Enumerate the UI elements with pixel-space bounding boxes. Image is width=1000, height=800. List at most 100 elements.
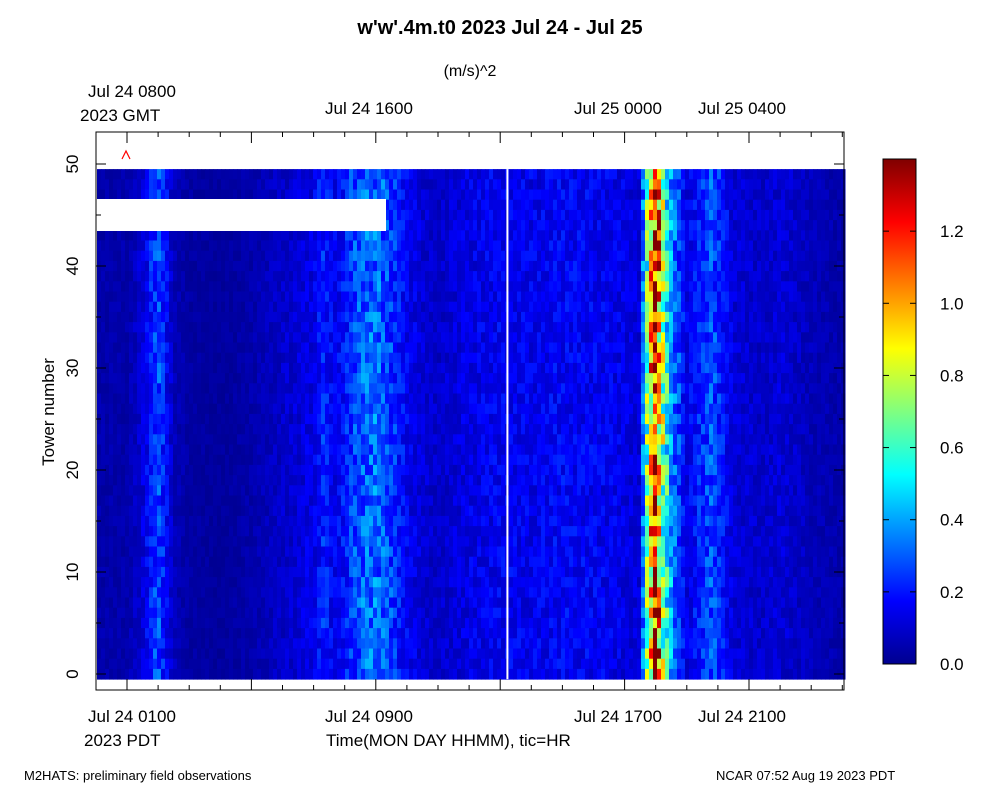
heatmap-cell — [101, 628, 106, 639]
heatmap-cell — [393, 515, 398, 527]
heatmap-cell — [397, 179, 402, 190]
heatmap-cell — [417, 566, 422, 578]
heatmap-cell — [477, 668, 482, 680]
heatmap-cell — [365, 169, 370, 180]
heatmap-cell — [157, 668, 162, 680]
heatmap-cell — [165, 638, 170, 649]
heatmap-cell — [377, 352, 382, 364]
heatmap-cell — [469, 577, 474, 588]
heatmap-cell — [445, 485, 450, 496]
heatmap-cell — [469, 209, 474, 221]
heatmap-cell — [417, 209, 422, 221]
heatmap-cell — [213, 597, 218, 609]
heatmap-cell — [257, 271, 262, 282]
heatmap-cell — [441, 362, 446, 374]
heatmap-cell — [161, 485, 166, 496]
heatmap-cell — [477, 587, 482, 598]
heatmap-cell — [137, 566, 142, 578]
heatmap-cell — [185, 454, 190, 466]
heatmap-cell — [337, 475, 342, 486]
heatmap-cell — [449, 577, 454, 588]
heatmap-cell — [457, 434, 462, 445]
heatmap-cell — [113, 189, 118, 201]
heatmap-cell — [413, 658, 418, 670]
heatmap-cell — [329, 403, 334, 415]
heatmap-cell — [165, 291, 170, 303]
heatmap-cell — [301, 403, 306, 415]
heatmap-cell — [301, 668, 306, 680]
heatmap-cell — [261, 189, 266, 201]
heatmap-cell — [217, 189, 222, 201]
heatmap-cell — [285, 546, 290, 558]
heatmap-cell — [417, 658, 422, 670]
heatmap-cell — [321, 189, 326, 201]
heatmap-cell — [353, 169, 358, 180]
heatmap-cell — [185, 260, 190, 272]
heatmap-cell — [361, 271, 366, 282]
heatmap-cell — [381, 597, 386, 609]
heatmap-cell — [401, 668, 406, 680]
heatmap-cell — [309, 413, 314, 425]
heatmap-cell — [493, 383, 498, 394]
heatmap-cell — [305, 342, 310, 354]
heatmap-cell — [113, 250, 118, 262]
heatmap-cell — [353, 281, 358, 292]
heatmap-cell — [469, 271, 474, 282]
heatmap-cell — [345, 271, 350, 282]
heatmap-cell — [273, 587, 278, 598]
heatmap-cell — [365, 546, 370, 558]
heatmap-cell — [237, 322, 242, 333]
heatmap-cell — [253, 393, 258, 405]
heatmap-cell — [289, 658, 294, 670]
heatmap-cell — [433, 648, 438, 660]
heatmap-cell — [249, 607, 254, 619]
heatmap-cell — [109, 332, 114, 343]
heatmap-cell — [401, 291, 406, 303]
heatmap-cell — [405, 668, 410, 680]
heatmap-cell — [109, 240, 114, 252]
heatmap-cell — [453, 638, 458, 649]
heatmap-cell — [165, 362, 170, 374]
heatmap-cell — [129, 536, 134, 547]
heatmap-cell — [233, 332, 238, 343]
heatmap-cell — [225, 393, 230, 405]
heatmap-cell — [145, 515, 150, 527]
heatmap-cell — [361, 444, 366, 456]
heatmap-cell — [165, 301, 170, 313]
heatmap-cell — [313, 546, 318, 558]
heatmap-cell — [241, 342, 246, 354]
heatmap-cell — [409, 169, 414, 180]
heatmap-cell — [457, 403, 462, 415]
heatmap-cell — [185, 373, 190, 384]
heatmap-cell — [437, 383, 442, 394]
heatmap-cell — [169, 607, 174, 619]
heatmap-cell — [285, 393, 290, 405]
heatmap-cell — [385, 240, 390, 252]
heatmap-cell — [341, 332, 346, 343]
heatmap-cell — [241, 291, 246, 303]
heatmap-cell — [469, 597, 474, 609]
heatmap-cell — [441, 240, 446, 252]
heatmap-cell — [417, 311, 422, 323]
heatmap-cell — [169, 260, 174, 272]
heatmap-cell — [405, 617, 410, 629]
heatmap-cell — [473, 505, 478, 517]
heatmap-cell — [241, 607, 246, 619]
heatmap-cell — [393, 332, 398, 343]
heatmap-cell — [429, 485, 434, 496]
heatmap-cell — [469, 362, 474, 374]
heatmap-cell — [429, 179, 434, 190]
heatmap-cell — [345, 617, 350, 629]
heatmap-cell — [213, 373, 218, 384]
heatmap-cell — [177, 179, 182, 190]
heatmap-cell — [349, 587, 354, 598]
heatmap-cell — [213, 434, 218, 445]
heatmap-cell — [233, 658, 238, 670]
heatmap-cell — [113, 322, 118, 333]
heatmap-cell — [337, 322, 342, 333]
heatmap-cell — [193, 342, 198, 354]
heatmap-cell — [333, 556, 338, 568]
heatmap-cell — [489, 209, 494, 221]
heatmap-cell — [161, 617, 166, 629]
heatmap-cell — [397, 597, 402, 609]
